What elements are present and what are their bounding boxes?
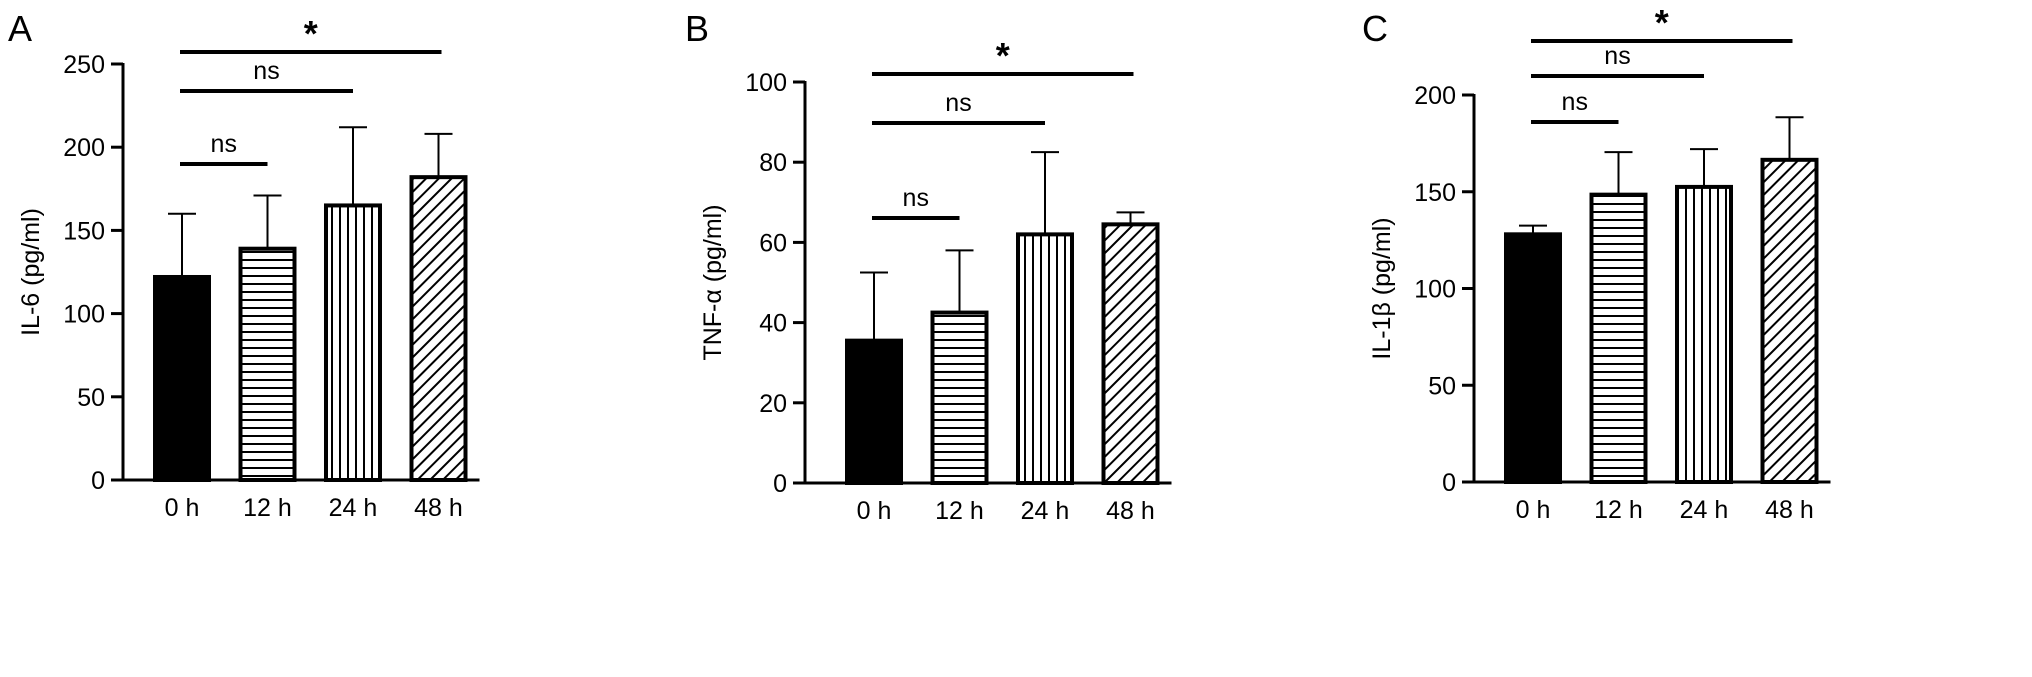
significance-label: ns xyxy=(1562,88,1588,116)
y-tick-label: 100 xyxy=(1414,276,1456,304)
bar xyxy=(1101,222,1160,485)
bar xyxy=(1016,232,1074,485)
bar xyxy=(409,175,468,482)
x-tick-label: 48 h xyxy=(1106,497,1155,525)
y-tick-label: 100 xyxy=(63,301,105,329)
bar xyxy=(238,246,297,482)
y-tick-label: 0 xyxy=(91,467,105,495)
significance-label: ns xyxy=(945,89,971,117)
x-tick-label: 0 h xyxy=(857,497,892,525)
y-tick-label: 20 xyxy=(759,390,787,418)
panel-label: A xyxy=(8,8,33,49)
chart-panel-c: C 0 50 100 150 200 IL-1β (pg/ml) 0 h 12 h 24 h 48… xyxy=(1354,0,2031,677)
panel-label: B xyxy=(685,8,710,49)
significance-label: ns xyxy=(253,57,279,85)
x-tick-label: 48 h xyxy=(414,494,463,522)
bar xyxy=(1589,192,1648,484)
y-tick-label: 150 xyxy=(63,217,105,245)
bar xyxy=(153,274,211,482)
x-tick-label: 24 h xyxy=(1680,496,1729,524)
y-tick-label: 200 xyxy=(1414,82,1456,110)
x-tick-label: 12 h xyxy=(1594,496,1643,524)
y-axis-title: IL-6 (pg/ml) xyxy=(17,208,45,336)
y-tick-label: 50 xyxy=(1428,372,1456,400)
x-tick-label: 12 h xyxy=(935,497,984,525)
y-axis-title: TNF-α (pg/ml) xyxy=(699,204,727,360)
x-tick-label: 0 h xyxy=(1516,496,1551,524)
significance-label: ns xyxy=(211,130,237,158)
panel-label: C xyxy=(1362,8,1388,49)
x-tick-label: 0 h xyxy=(165,494,200,522)
chart-panel-b: B 0 20 40 60 80 100 TNF-α (pg/ml) 0 h 12 h 24 h 48… xyxy=(677,0,1354,677)
y-tick-label: 80 xyxy=(759,149,787,177)
bar-chart-il6: 0 50 100 150 200 250 IL-6 (pg/ml) 0 h 12 h 24 h 48… xyxy=(17,13,480,522)
y-tick-label: 250 xyxy=(63,51,105,79)
bar-chart-il1-beta: 0 50 100 150 200 IL-1β (pg/ml) 0 h 12 h 24 h 48 h… xyxy=(1368,2,1831,524)
bar xyxy=(324,203,382,482)
significance-label: ns xyxy=(903,184,929,212)
x-tick-label: 24 h xyxy=(1021,497,1070,525)
bar xyxy=(930,310,989,486)
bar xyxy=(845,338,903,485)
y-tick-label: 40 xyxy=(759,310,787,338)
y-tick-label: 200 xyxy=(63,134,105,162)
bar xyxy=(1504,232,1562,484)
bar xyxy=(1675,184,1733,484)
significance-label: * xyxy=(1655,2,1669,43)
y-tick-label: 60 xyxy=(759,229,787,257)
y-tick-label: 0 xyxy=(773,470,787,498)
y-axis-title: IL-1β (pg/ml) xyxy=(1368,217,1396,359)
x-tick-label: 48 h xyxy=(1765,496,1814,524)
significance-label: * xyxy=(304,13,318,54)
x-tick-label: 24 h xyxy=(329,494,378,522)
y-tick-label: 0 xyxy=(1442,469,1456,497)
y-tick-label: 150 xyxy=(1414,179,1456,207)
bar xyxy=(1760,157,1819,484)
y-tick-label: 50 xyxy=(77,384,105,412)
x-tick-label: 12 h xyxy=(243,494,292,522)
significance-label: * xyxy=(996,35,1010,76)
y-tick-label: 100 xyxy=(745,69,787,97)
chart-panel-a: A 0 50 100 150 200 250 IL-6 (pg/ml) 0 h 12 h 24 h… xyxy=(0,0,677,677)
significance-label: ns xyxy=(1604,42,1630,70)
bar-chart-tnf-alpha: 0 20 40 60 80 100 TNF-α (pg/ml) 0 h 12 h 24 h 48 h… xyxy=(699,35,1172,525)
